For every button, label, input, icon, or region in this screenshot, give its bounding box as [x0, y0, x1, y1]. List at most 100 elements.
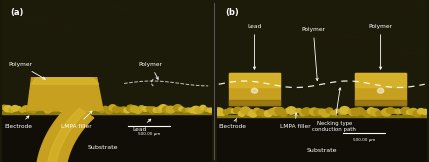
Text: Lead: Lead: [248, 24, 262, 69]
Circle shape: [338, 111, 343, 115]
Circle shape: [186, 108, 191, 112]
Text: Polymer: Polymer: [301, 27, 325, 81]
Circle shape: [20, 108, 25, 112]
Circle shape: [9, 109, 14, 112]
Text: 500.00 μm: 500.00 μm: [353, 138, 375, 142]
Circle shape: [292, 109, 298, 113]
Text: Substrate: Substrate: [306, 148, 337, 153]
Circle shape: [224, 110, 230, 114]
Circle shape: [120, 107, 127, 113]
Circle shape: [1, 105, 7, 110]
Circle shape: [26, 107, 33, 112]
Circle shape: [251, 88, 258, 93]
Polygon shape: [27, 78, 103, 110]
Circle shape: [73, 105, 80, 110]
Circle shape: [376, 111, 382, 116]
Polygon shape: [36, 103, 338, 162]
Bar: [2, 113, 212, 162]
Circle shape: [318, 109, 325, 114]
Circle shape: [241, 107, 250, 114]
Circle shape: [249, 110, 257, 117]
Bar: [2, 111, 212, 114]
Circle shape: [88, 105, 94, 110]
Circle shape: [254, 108, 260, 113]
Circle shape: [413, 110, 421, 117]
Circle shape: [261, 111, 268, 117]
Circle shape: [134, 107, 142, 113]
Circle shape: [326, 108, 333, 113]
Circle shape: [159, 105, 168, 111]
Circle shape: [179, 107, 184, 111]
Circle shape: [171, 106, 177, 111]
Circle shape: [280, 111, 287, 116]
Circle shape: [391, 109, 397, 113]
Circle shape: [257, 110, 265, 116]
Text: Substrate: Substrate: [88, 145, 118, 150]
Circle shape: [54, 106, 62, 112]
Circle shape: [407, 110, 412, 114]
Text: (b): (b): [225, 8, 239, 17]
Text: Polymer: Polymer: [139, 62, 163, 79]
Circle shape: [47, 104, 56, 111]
Bar: [355, 73, 406, 87]
Circle shape: [275, 107, 284, 115]
Circle shape: [139, 106, 144, 110]
Text: Electrode: Electrode: [4, 116, 32, 129]
Circle shape: [109, 105, 116, 111]
Circle shape: [387, 108, 394, 114]
Circle shape: [351, 108, 361, 116]
Circle shape: [205, 108, 209, 111]
Circle shape: [130, 106, 139, 112]
Circle shape: [380, 111, 386, 115]
Circle shape: [189, 108, 195, 113]
Circle shape: [146, 107, 151, 111]
Circle shape: [395, 109, 401, 114]
Bar: [355, 100, 406, 105]
Polygon shape: [32, 78, 99, 84]
Circle shape: [331, 111, 336, 115]
Text: Lead: Lead: [133, 119, 151, 132]
Circle shape: [80, 105, 87, 110]
Circle shape: [340, 107, 350, 114]
Circle shape: [12, 106, 19, 111]
Text: Polymer: Polymer: [369, 24, 393, 69]
Circle shape: [99, 109, 104, 113]
Circle shape: [346, 109, 351, 113]
Circle shape: [142, 107, 148, 111]
Circle shape: [30, 108, 36, 113]
Text: (a): (a): [11, 8, 24, 17]
Circle shape: [22, 106, 30, 111]
Circle shape: [299, 111, 306, 116]
Circle shape: [53, 108, 57, 112]
Circle shape: [96, 108, 100, 111]
Circle shape: [348, 109, 356, 115]
Text: Necking type
conduction path: Necking type conduction path: [312, 88, 356, 132]
Circle shape: [417, 109, 424, 114]
Circle shape: [60, 107, 65, 111]
Circle shape: [361, 111, 366, 115]
Circle shape: [309, 108, 319, 115]
Bar: [217, 117, 427, 162]
Circle shape: [296, 109, 302, 113]
Circle shape: [112, 107, 120, 112]
Circle shape: [363, 111, 372, 117]
Circle shape: [284, 109, 290, 113]
Text: Electrode: Electrode: [219, 119, 247, 129]
Circle shape: [156, 107, 163, 113]
Circle shape: [382, 109, 391, 116]
Circle shape: [105, 107, 113, 114]
Circle shape: [335, 109, 339, 113]
Circle shape: [66, 107, 72, 111]
Bar: [229, 73, 280, 105]
Circle shape: [4, 106, 12, 112]
Circle shape: [245, 109, 253, 115]
Circle shape: [234, 107, 242, 114]
Circle shape: [287, 107, 296, 114]
Circle shape: [191, 106, 200, 113]
Circle shape: [76, 107, 85, 114]
Circle shape: [227, 108, 234, 114]
Circle shape: [271, 107, 281, 115]
Circle shape: [308, 110, 313, 114]
Circle shape: [148, 107, 157, 113]
Text: Polymer: Polymer: [9, 62, 45, 79]
